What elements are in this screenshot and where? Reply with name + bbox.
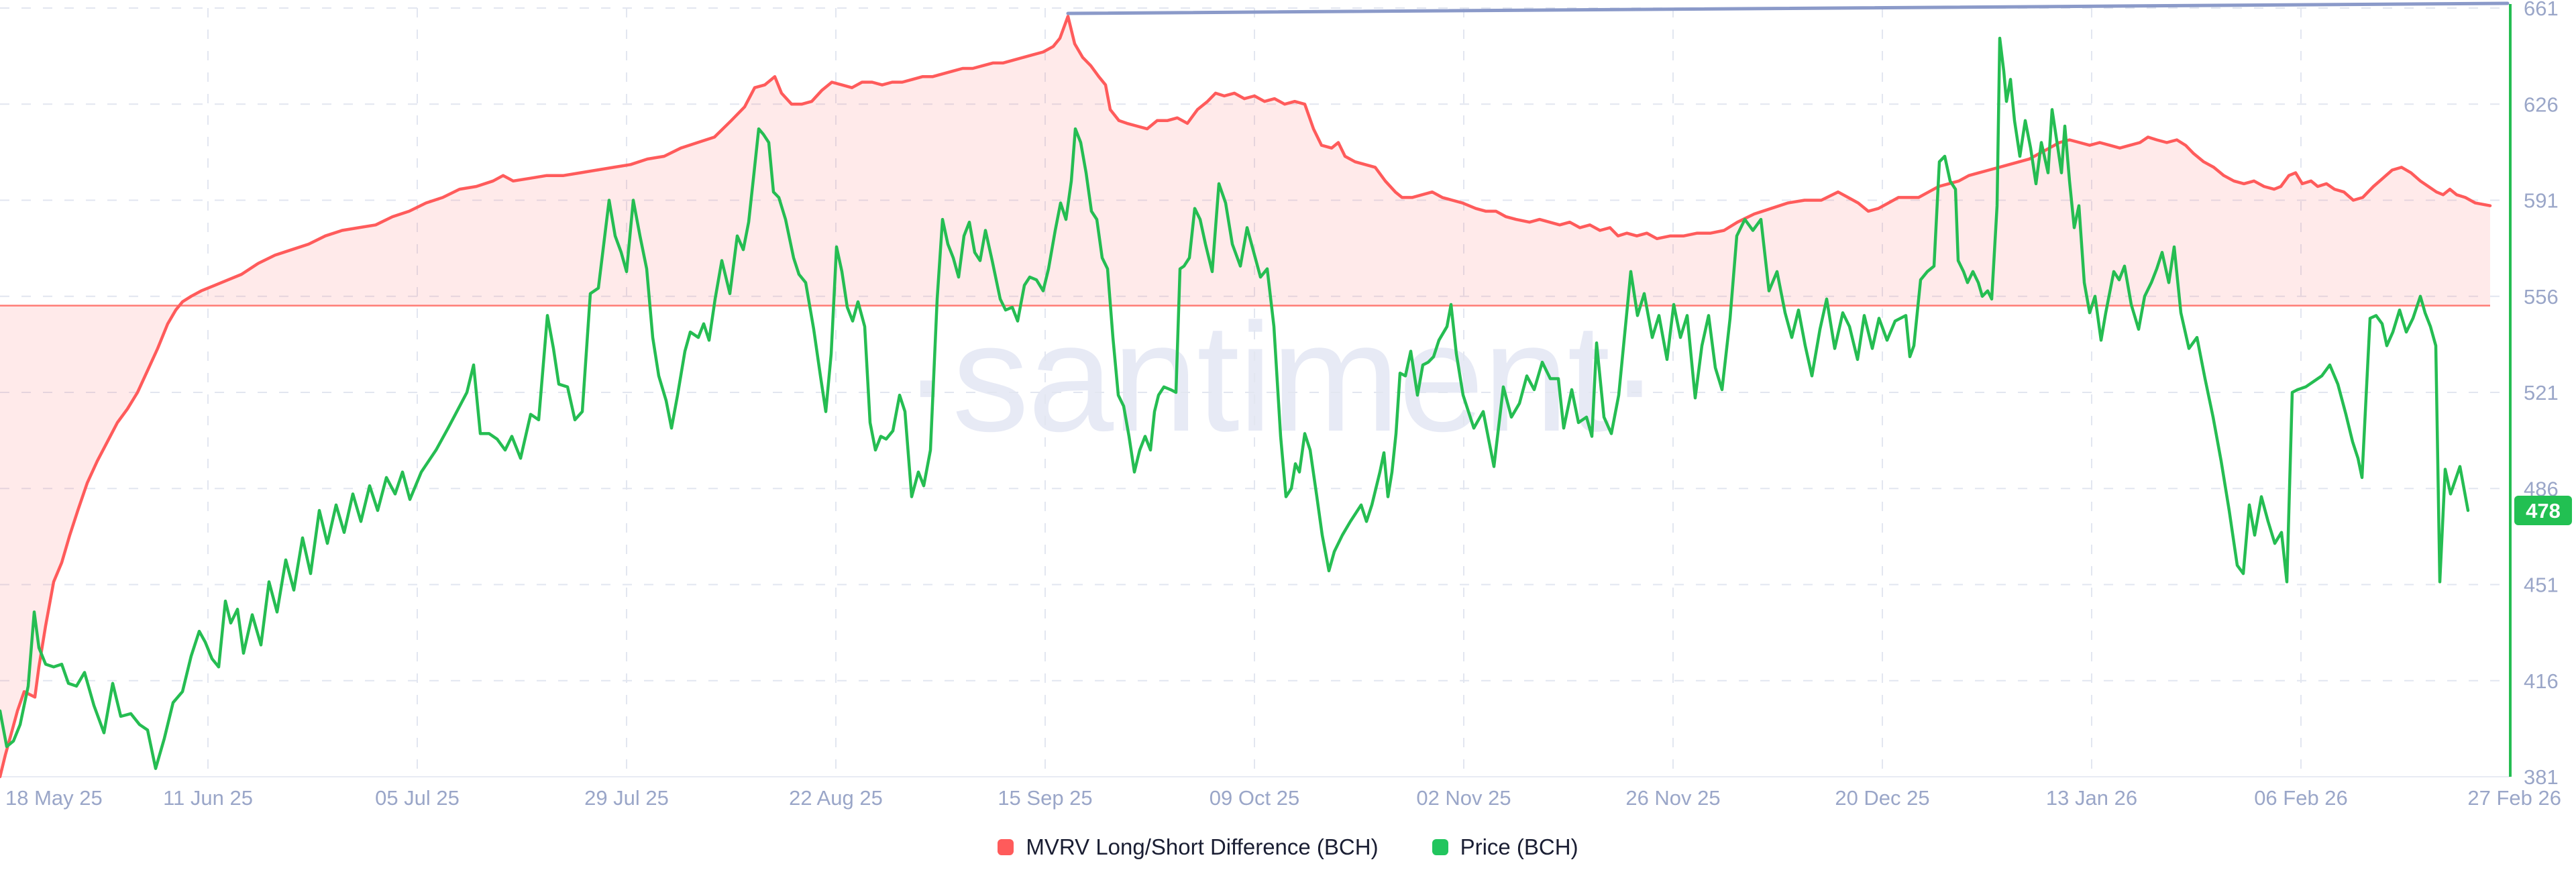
price-badge — [2514, 495, 2572, 525]
legend-item-price[interactable]: Price (BCH) — [1432, 834, 1578, 860]
mvrv-series-swatch-icon — [998, 839, 1014, 855]
x-axis-tick-label: 18 May 25 — [5, 786, 103, 810]
y-axis-tick-label: 416 — [2524, 669, 2559, 693]
y-axis-tick-label: 381 — [2524, 765, 2559, 789]
legend: MVRV Long/Short Difference (BCH) Price (… — [0, 830, 2576, 864]
x-axis-tick-label: 06 Feb 26 — [2254, 786, 2348, 810]
legend-label-mvrv: MVRV Long/Short Difference (BCH) — [1026, 834, 1379, 859]
x-axis-tick-label: 20 Dec 25 — [1835, 786, 1929, 810]
x-axis-tick-label: 27 Feb 26 — [2467, 786, 2561, 810]
y-axis-tick-label: 451 — [2524, 574, 2559, 597]
x-axis-tick-label: 09 Oct 25 — [1210, 786, 1299, 810]
y-axis-tick-label: 521 — [2524, 381, 2559, 404]
mvrv-line-series — [0, 15, 2492, 779]
x-axis-tick-label: 29 Jul 25 — [584, 786, 669, 810]
x-axis-tick-label: 02 Nov 25 — [1416, 786, 1511, 810]
trendline[interactable] — [1066, 1, 2510, 15]
x-axis-tick-label: 13 Jan 26 — [2046, 786, 2137, 810]
price-series-swatch-icon — [1432, 839, 1448, 855]
y-axis-tick-label: 626 — [2524, 93, 2559, 116]
y-axis-tick-label: 556 — [2524, 285, 2559, 309]
price-line-series — [0, 36, 2470, 770]
price-badge-value: 478 — [2526, 499, 2561, 523]
x-axis-tick-label: 26 Nov 25 — [1625, 786, 1720, 810]
x-axis-tick-label: 15 Sep 25 — [998, 786, 1092, 810]
y-axis-tick-label: 661 — [2524, 0, 2559, 20]
y-axis-tick-label: 591 — [2524, 189, 2559, 213]
legend-label-price: Price (BCH) — [1460, 834, 1578, 859]
x-axis-tick-label: 05 Jul 25 — [375, 786, 460, 810]
legend-item-mvrv[interactable]: MVRV Long/Short Difference (BCH) — [998, 834, 1379, 860]
mvrv-area-fill — [0, 16, 2490, 777]
x-axis-tick-label: 11 Jun 25 — [163, 786, 253, 810]
x-axis-tick-label: 22 Aug 25 — [789, 786, 883, 810]
